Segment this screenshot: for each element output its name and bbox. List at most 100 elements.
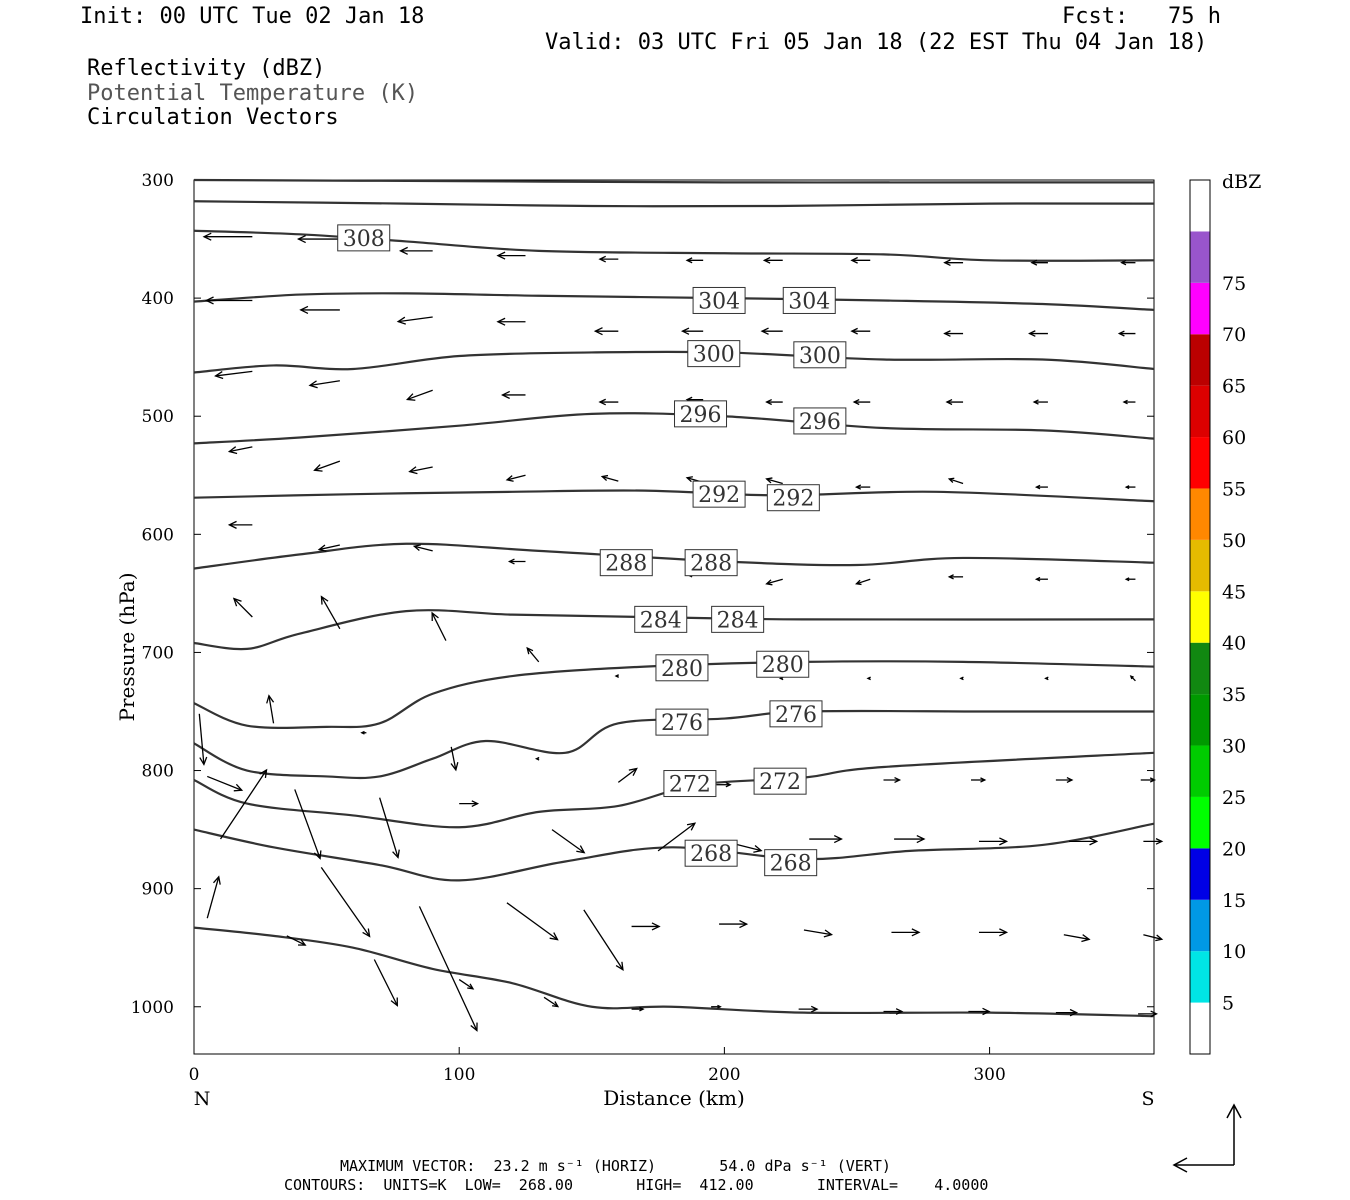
circulation-vector [593, 327, 619, 336]
vector-head [396, 316, 406, 325]
circulation-vector [286, 935, 307, 946]
circulation-vector [765, 399, 783, 406]
contour-label-box [764, 849, 818, 877]
circulation-vector [1117, 330, 1136, 337]
circulation-vector [803, 929, 834, 938]
colorbar-tick-label: 70 [1222, 324, 1246, 346]
colorbar-segment [1190, 694, 1210, 746]
y-axis-label: Pressure (hPa) [115, 573, 139, 722]
vector-head [412, 544, 421, 552]
vector-head [313, 850, 322, 860]
colorbar-segment [1190, 385, 1210, 438]
circulation-vector [617, 767, 638, 783]
circulation-vector [500, 390, 526, 400]
contour-label-box [663, 770, 717, 798]
circulation-vector [1129, 675, 1136, 682]
forecast-hour: Fcst: 75 h [1062, 4, 1221, 29]
contour-label-box [684, 839, 738, 867]
vector-shaft [602, 475, 619, 482]
theta-contour-264 [193, 926, 1155, 1018]
y-tick-label: 300 [142, 171, 174, 191]
circulation-vector [809, 834, 843, 844]
vector-head [202, 232, 212, 241]
contour-label: 300 [799, 344, 841, 369]
circulation-vector [198, 713, 208, 766]
contour-label: 292 [698, 483, 740, 508]
vector-head [615, 961, 624, 971]
circulation-vector [680, 327, 704, 335]
vector-shaft [526, 647, 540, 663]
circulation-vector [943, 330, 964, 337]
vector-shaft [506, 902, 558, 941]
circulation-vector [971, 777, 987, 783]
colorbar-segment [1190, 282, 1210, 335]
reference-vertical-head [1226, 1103, 1242, 1119]
contour-label-box [337, 224, 391, 252]
vector-head [505, 475, 514, 482]
circulation-vector [760, 327, 783, 335]
vector-head [232, 597, 242, 607]
y-tick-label: 700 [142, 643, 174, 663]
circulation-vector [506, 902, 559, 941]
vector-head [765, 579, 773, 586]
vector-head [266, 694, 275, 704]
circulation-vector [762, 256, 783, 264]
theta-contour-312 [193, 178, 1154, 184]
colorbar-tick-label: 60 [1222, 427, 1246, 449]
circulation-vector [505, 474, 526, 482]
vector-shaft [320, 596, 341, 630]
circulation-vector [320, 867, 371, 938]
vector-head [1034, 484, 1041, 490]
vector-shaft [229, 446, 253, 453]
theta-contour-288 [193, 542, 1155, 570]
vector-head [360, 730, 365, 735]
contour-label: 304 [698, 289, 740, 314]
field-circulation-vectors: Circulation Vectors [87, 105, 339, 130]
circulation-vector [206, 875, 221, 919]
vector-shaft [617, 768, 638, 783]
vector-head [959, 676, 964, 681]
colorbar-segment [1190, 334, 1210, 386]
circulation-vector [1055, 776, 1074, 784]
circulation-vector [894, 834, 926, 844]
vector-head [651, 922, 661, 931]
y-tick-label: 800 [142, 762, 174, 782]
contour-label-box [692, 286, 746, 314]
theta-contour-300 [193, 350, 1155, 374]
circulation-vector [1028, 330, 1048, 337]
circulation-vector [227, 520, 253, 529]
vector-head [390, 997, 398, 1007]
circulation-vector [798, 1005, 819, 1013]
vector-head [1122, 399, 1128, 405]
vector-head [739, 920, 749, 929]
vector-head [1124, 485, 1130, 490]
contour-label-box [782, 286, 836, 314]
circulation-vector [431, 611, 447, 641]
vector-head [947, 574, 954, 580]
vector-shaft [766, 578, 783, 585]
colorbar-tick-label: 35 [1222, 684, 1246, 706]
vector-shaft [319, 544, 340, 551]
circulation-vector [711, 1004, 722, 1009]
circulation-vector [850, 256, 871, 264]
vector-head [496, 251, 506, 260]
vector-head [471, 800, 480, 807]
colorbar-segment [1190, 642, 1210, 695]
contour-label-box [634, 605, 688, 633]
vector-shaft [949, 478, 964, 485]
vector-shaft [398, 316, 433, 323]
contour-label-box [769, 700, 823, 728]
circulation-vector [1055, 1008, 1079, 1017]
vector-head [686, 822, 697, 831]
vector-head [320, 595, 329, 605]
circulation-vector [379, 797, 400, 859]
circulation-vector [313, 460, 341, 472]
circulation-vector [945, 399, 964, 406]
circulation-vector [719, 920, 749, 929]
vector-shaft [506, 474, 526, 481]
contour-label-box [684, 549, 738, 577]
circulation-vector [959, 676, 964, 681]
circulation-vector [320, 595, 341, 630]
vector-head [507, 558, 515, 565]
circulation-vector [459, 800, 480, 807]
